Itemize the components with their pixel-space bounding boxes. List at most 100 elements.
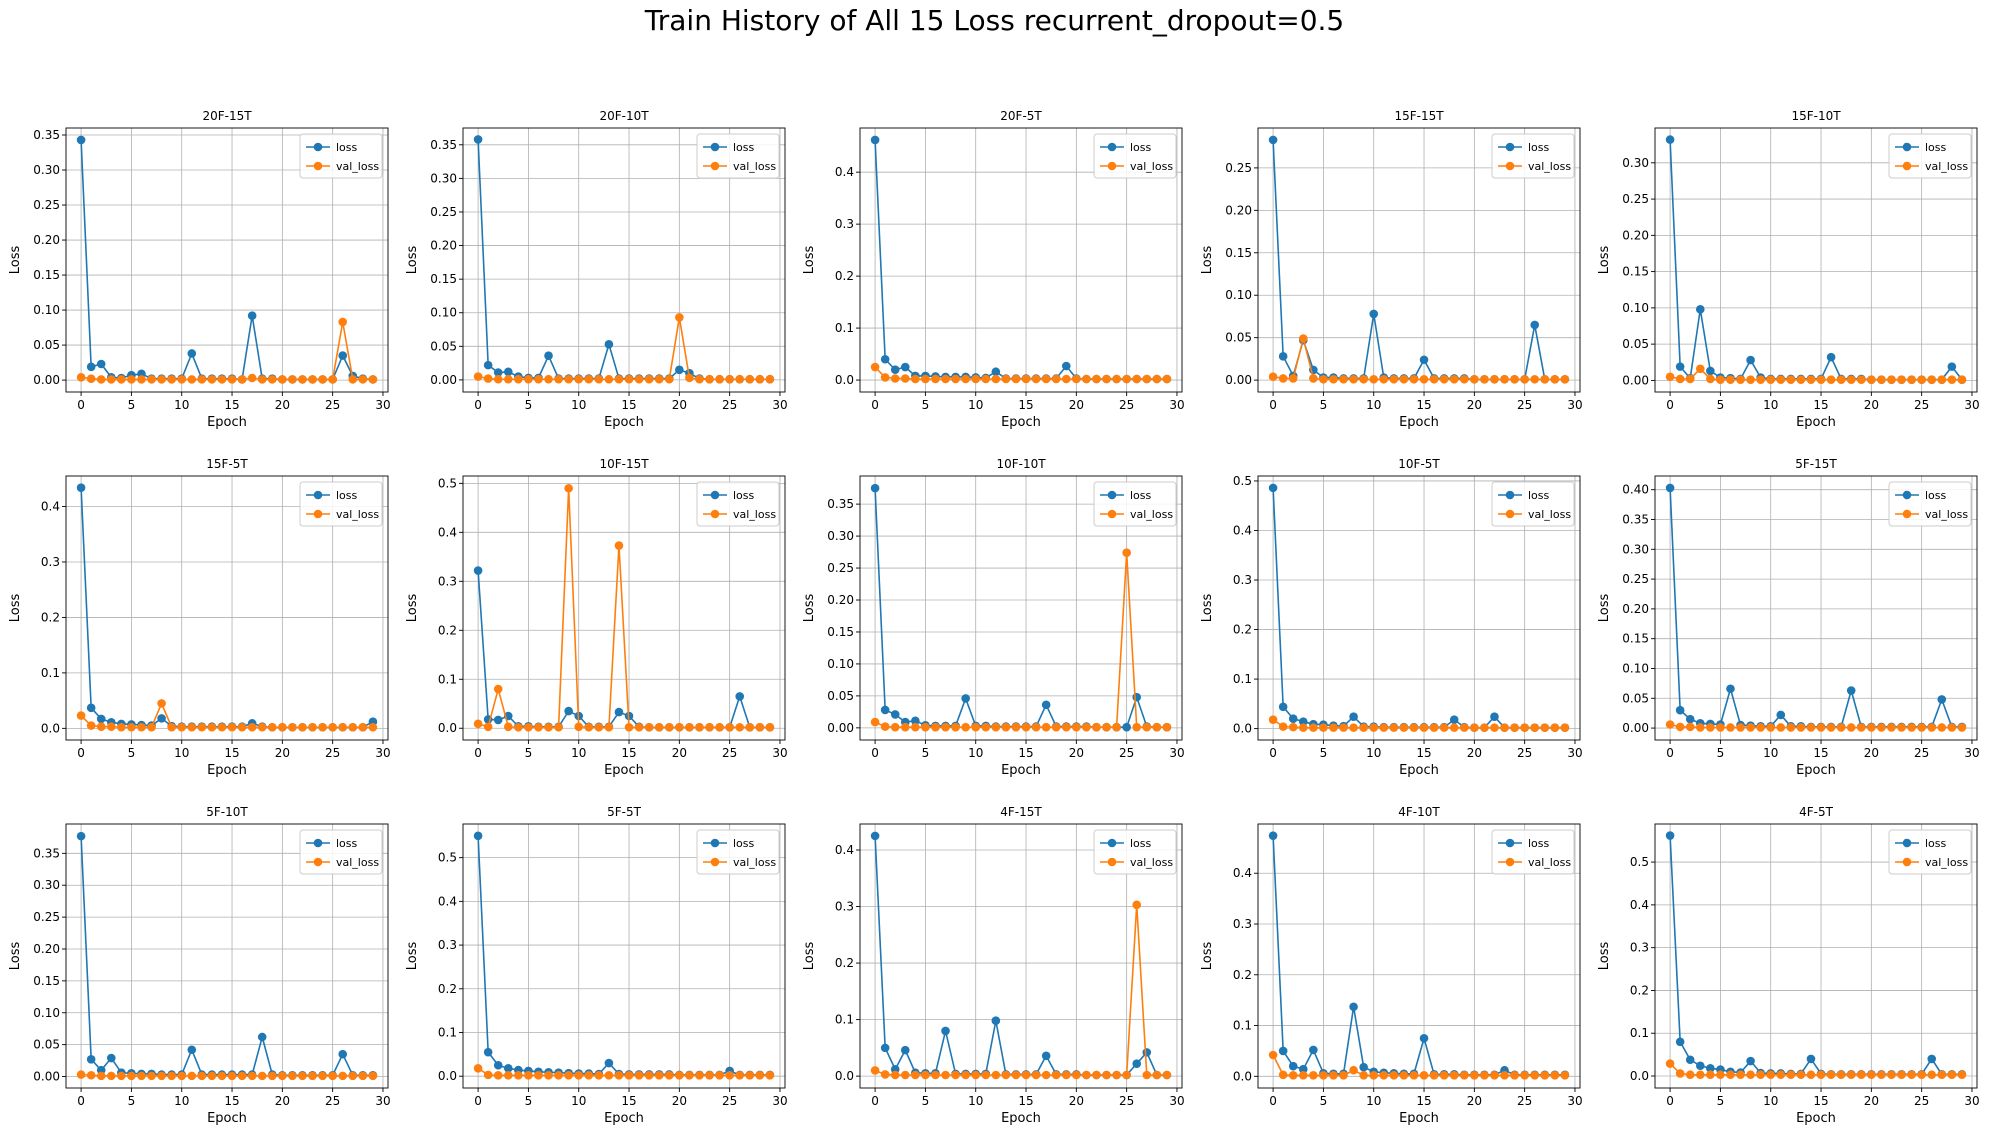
legend-swatch-marker <box>313 857 323 867</box>
data-point-val_loss <box>177 1071 187 1081</box>
data-point-val_loss <box>1957 1070 1967 1080</box>
data-point-val_loss <box>1937 723 1947 732</box>
y-tick-label: 0.2 <box>41 610 60 624</box>
data-point-val_loss <box>921 722 930 732</box>
x-tick-label: 5 <box>922 1094 930 1108</box>
x-axis-label: Epoch <box>604 763 644 778</box>
data-point-val_loss <box>1061 1070 1071 1080</box>
x-tick-label: 25 <box>1517 1094 1532 1108</box>
legend-swatch-marker <box>1107 509 1117 519</box>
data-point-val_loss <box>1429 723 1439 732</box>
data-point-val_loss <box>880 722 890 731</box>
x-tick-label: 10 <box>968 398 983 412</box>
y-tick-label: 0.0 <box>835 1069 854 1083</box>
data-point-val_loss <box>117 722 126 732</box>
legend-swatch-marker <box>1107 838 1117 848</box>
legend-swatch-marker <box>1505 142 1515 152</box>
data-point-val_loss <box>1490 374 1499 384</box>
data-point-val_loss <box>695 722 704 732</box>
data-point-val_loss <box>644 374 654 384</box>
data-point-val_loss <box>1856 375 1866 384</box>
subplot-10F-10T: 0 5 10 15 20 25 30 0.00 0.05 0.10 0.15 0.20 0.25 0.30… <box>802 457 1185 778</box>
y-tick-label: 0.00 <box>827 721 854 735</box>
data-point-val_loss <box>1756 375 1765 384</box>
x-tick-label: 30 <box>1567 398 1582 412</box>
data-point-val_loss <box>921 1070 930 1080</box>
data-point-val_loss <box>1806 1070 1816 1080</box>
data-point-val_loss <box>755 1071 765 1080</box>
x-tick-label: 20 <box>275 746 290 760</box>
x-tick-label: 5 <box>525 398 533 412</box>
data-point-val_loss <box>614 541 624 550</box>
y-tick-label: 0.05 <box>827 689 854 703</box>
data-point-loss <box>1675 1037 1685 1047</box>
y-tick-label: 0.1 <box>835 1013 854 1027</box>
data-point-val_loss <box>483 722 493 732</box>
data-point-val_loss <box>1917 723 1926 732</box>
y-tick-label: 0.20 <box>430 239 457 253</box>
data-point-val_loss <box>1510 1071 1519 1080</box>
data-point-loss <box>503 1064 513 1073</box>
legend-label: val_loss <box>336 508 379 521</box>
x-tick-label: 25 <box>722 398 737 412</box>
y-tick-label: 0.3 <box>835 217 854 231</box>
y-tick-label: 0.40 <box>1622 483 1649 497</box>
data-point-loss <box>564 706 573 716</box>
data-point-val_loss <box>1278 722 1288 731</box>
data-point-loss <box>1927 1054 1937 1064</box>
data-point-val_loss <box>634 1071 644 1080</box>
subplot-title: 10F-5T <box>1398 457 1440 471</box>
data-point-val_loss <box>880 373 890 382</box>
y-tick-label: 0.5 <box>1630 855 1649 869</box>
subplot-10F-15T: 0 5 10 15 20 25 30 0.0 0.1 0.2 0.3 0.4 0.5 10F-15T Epo… <box>405 457 788 778</box>
x-tick-label: 20 <box>672 746 687 760</box>
data-point-val_loss <box>1897 1070 1906 1080</box>
data-point-val_loss <box>685 373 694 383</box>
data-point-val_loss <box>288 375 297 384</box>
legend-swatch-marker <box>1107 142 1117 152</box>
data-point-val_loss <box>544 722 553 732</box>
y-tick-label: 0.15 <box>1225 246 1252 260</box>
x-tick-label: 15 <box>1018 1094 1033 1108</box>
x-tick-label: 10 <box>1763 746 1778 760</box>
axes-frame <box>1257 823 1581 1089</box>
y-tick-label: 0.0 <box>1233 1069 1252 1083</box>
data-point-val_loss <box>745 722 755 732</box>
data-point-val_loss <box>1439 374 1449 384</box>
x-tick-label: 20 <box>1864 746 1879 760</box>
data-point-val_loss <box>197 1071 207 1081</box>
data-point-loss <box>1419 355 1429 365</box>
y-tick-label: 0.1 <box>1233 672 1252 686</box>
legend-label: loss <box>1925 837 1947 850</box>
x-tick-label: 30 <box>1169 398 1184 412</box>
data-point-val_loss <box>921 374 930 384</box>
x-axis-label: Epoch <box>604 415 644 430</box>
data-point-val_loss <box>1470 374 1479 384</box>
data-point-val_loss <box>1726 375 1735 384</box>
data-point-val_loss <box>147 722 156 732</box>
y-tick-label: 0.05 <box>33 1038 60 1052</box>
legend-swatch-marker <box>710 838 720 848</box>
data-point-val_loss <box>1520 374 1529 384</box>
data-point-val_loss <box>237 375 247 384</box>
data-point-val_loss <box>127 722 136 732</box>
data-point-val_loss <box>1550 723 1560 732</box>
data-point-val_loss <box>328 375 337 384</box>
legend-label: loss <box>733 837 755 850</box>
data-point-val_loss <box>614 1071 624 1080</box>
x-axis-label: Epoch <box>207 1111 247 1126</box>
data-point-val_loss <box>654 374 664 384</box>
data-point-val_loss <box>715 1071 724 1080</box>
data-point-val_loss <box>911 374 920 384</box>
data-point-val_loss <box>1947 723 1957 732</box>
data-point-val_loss <box>1490 723 1499 732</box>
data-point-val_loss <box>217 1071 227 1081</box>
x-tick-label: 5 <box>128 398 136 412</box>
y-tick-label: 0.5 <box>438 476 457 490</box>
data-point-val_loss <box>1061 374 1071 384</box>
y-tick-label: 0.25 <box>33 198 60 212</box>
y-tick-label: 0.25 <box>1622 572 1649 586</box>
data-point-val_loss <box>564 483 573 493</box>
data-point-val_loss <box>1806 723 1816 732</box>
subplot-title: 20F-10T <box>599 109 649 123</box>
